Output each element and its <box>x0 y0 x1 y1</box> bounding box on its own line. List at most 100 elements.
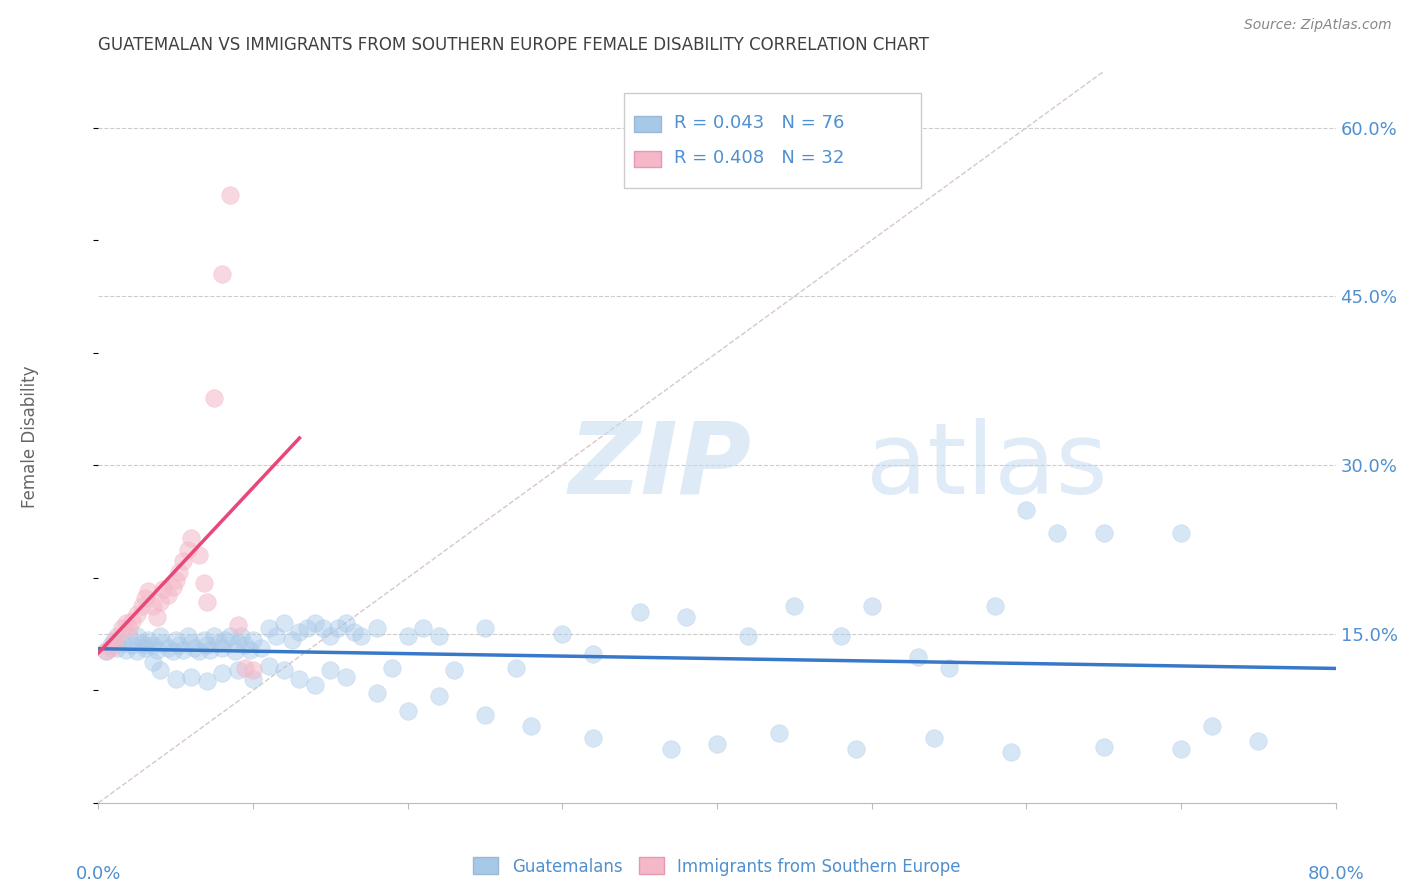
Point <box>162 580 184 594</box>
Point <box>659 741 682 756</box>
Point <box>134 591 156 605</box>
Point <box>474 708 496 723</box>
Point <box>149 595 172 609</box>
Point <box>443 663 465 677</box>
Point <box>127 629 149 643</box>
Point <box>103 632 125 647</box>
Point <box>326 621 350 635</box>
Point <box>582 731 605 745</box>
Point <box>167 638 190 652</box>
Point <box>938 661 960 675</box>
Point <box>121 638 143 652</box>
Point <box>520 719 543 733</box>
Point <box>180 636 202 650</box>
Point <box>149 629 172 643</box>
Point <box>157 588 180 602</box>
Point <box>474 621 496 635</box>
Point <box>427 689 450 703</box>
Point <box>281 632 304 647</box>
Point <box>127 607 149 621</box>
Point <box>250 640 273 655</box>
Point <box>297 621 319 635</box>
Point <box>1170 741 1192 756</box>
Point <box>304 615 326 630</box>
Point <box>188 548 211 562</box>
FancyBboxPatch shape <box>634 116 661 132</box>
Point <box>111 621 134 635</box>
Point <box>177 629 200 643</box>
Point <box>266 629 288 643</box>
Point <box>142 655 165 669</box>
Point <box>366 685 388 699</box>
Point <box>115 615 138 630</box>
Point <box>242 663 264 677</box>
Point <box>193 576 215 591</box>
Point <box>845 741 868 756</box>
Point <box>142 599 165 613</box>
Point <box>183 640 205 655</box>
Point <box>180 532 202 546</box>
Point <box>396 704 419 718</box>
Point <box>162 644 184 658</box>
Point <box>235 661 257 675</box>
Point <box>706 737 728 751</box>
Point <box>204 391 226 405</box>
Point <box>211 267 233 281</box>
Point <box>1247 734 1270 748</box>
Point <box>165 632 187 647</box>
Point <box>984 599 1007 613</box>
Point <box>157 640 180 655</box>
Point <box>319 629 342 643</box>
Point <box>211 640 233 655</box>
Point <box>343 624 366 639</box>
Point <box>312 621 335 635</box>
Point <box>427 629 450 643</box>
Text: Source: ZipAtlas.com: Source: ZipAtlas.com <box>1244 18 1392 32</box>
Point <box>208 636 231 650</box>
Point <box>628 605 651 619</box>
Point <box>783 599 806 613</box>
Point <box>907 649 929 664</box>
Point <box>177 542 200 557</box>
Point <box>235 638 257 652</box>
Point <box>335 615 357 630</box>
Point <box>257 658 280 673</box>
Point <box>396 629 419 643</box>
Point <box>226 636 249 650</box>
Point <box>195 674 218 689</box>
Text: Female Disability: Female Disability <box>21 366 39 508</box>
Point <box>366 621 388 635</box>
Point <box>188 644 211 658</box>
Point <box>142 638 165 652</box>
Point <box>226 663 249 677</box>
Point <box>350 629 373 643</box>
Point <box>1092 739 1115 754</box>
Point <box>768 726 790 740</box>
Point <box>1092 525 1115 540</box>
Point <box>131 636 153 650</box>
Point <box>1000 745 1022 759</box>
Text: 80.0%: 80.0% <box>1308 864 1364 883</box>
Point <box>198 642 221 657</box>
Point <box>239 642 262 657</box>
Point <box>737 629 759 643</box>
Point <box>134 640 156 655</box>
Point <box>412 621 434 635</box>
Point <box>242 672 264 686</box>
Point <box>121 614 143 628</box>
Point <box>381 661 404 675</box>
Point <box>136 584 159 599</box>
Point <box>165 573 187 587</box>
Point <box>229 629 252 643</box>
Point <box>675 610 697 624</box>
Point <box>100 640 122 655</box>
Point <box>152 636 174 650</box>
Text: atlas: atlas <box>866 417 1107 515</box>
Point <box>180 670 202 684</box>
Point <box>219 188 242 202</box>
Point <box>118 621 141 635</box>
Point <box>173 642 195 657</box>
Point <box>131 599 153 613</box>
Point <box>152 582 174 596</box>
Point <box>1046 525 1069 540</box>
